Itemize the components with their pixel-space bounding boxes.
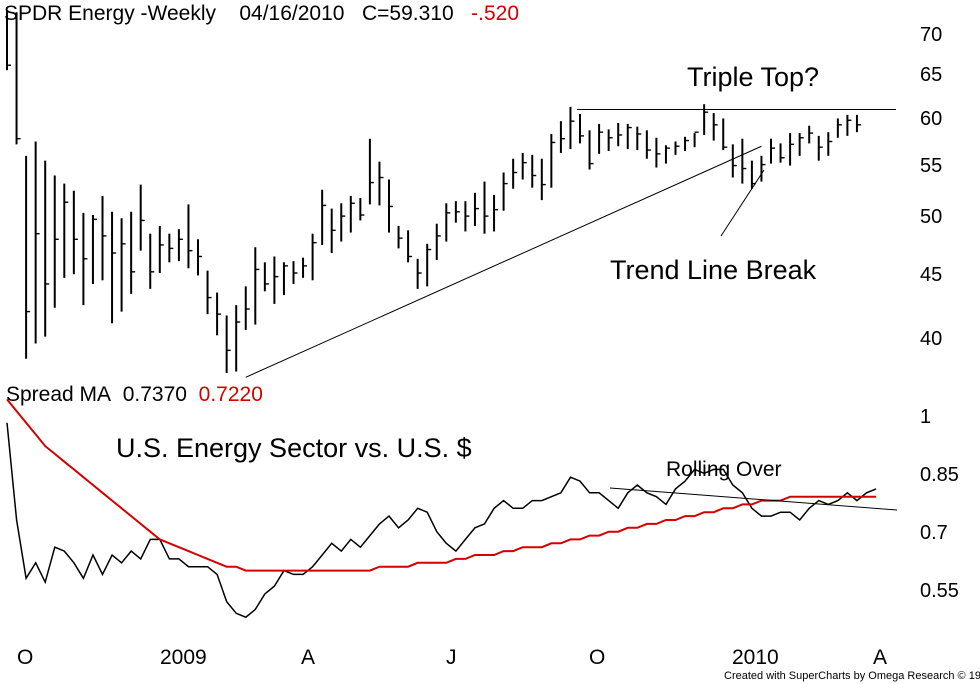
- price-panel-change: -.520: [471, 2, 520, 25]
- price-panel-close: C=59.310: [361, 2, 454, 25]
- x-tick-label: A: [873, 646, 888, 669]
- spread-panel-title: Spread MA: [6, 383, 112, 406]
- price-panel-title-line: SPDR Energy -Weekly 04/16/2010 C=59.310 …: [4, 2, 519, 26]
- credit-text: Created with SuperCharts by Omega Resear…: [724, 670, 980, 682]
- spread-panel-ma-value: 0.7220: [198, 383, 263, 406]
- price-panel-date: 04/16/2010: [239, 2, 345, 25]
- spread-panel-title-line: Spread MA 0.7370 0.7220: [6, 383, 263, 407]
- rolling-over-annotation: Rolling Over: [666, 458, 782, 481]
- ratio-title-annotation: U.S. Energy Sector vs. U.S. $: [116, 433, 472, 463]
- y-tick-label: 70: [920, 24, 943, 46]
- y-tick-label: 0.7: [920, 522, 948, 544]
- y-tick-label: 65: [920, 64, 943, 86]
- y-tick-label: 50: [920, 206, 943, 228]
- ma-series-line: [6, 398, 877, 572]
- rolling-over-line: [609, 487, 898, 511]
- triple-top-annotation: Triple Top?: [687, 62, 820, 92]
- spread-panel-value: 0.7370: [122, 383, 187, 406]
- y-tick-label: 55: [920, 155, 943, 177]
- x-tick-label: J: [446, 646, 457, 669]
- trend-break-annotation: Trend Line Break: [610, 255, 817, 285]
- x-tick-label: A: [301, 646, 316, 669]
- y-tick-label: 60: [920, 108, 943, 130]
- x-tick-label: O: [589, 646, 606, 669]
- trend-line: [245, 145, 762, 378]
- y-tick-label: 0.85: [920, 464, 959, 486]
- x-tick-label: O: [17, 646, 34, 669]
- price-panel-title: SPDR Energy -Weekly: [4, 2, 217, 25]
- y-tick-label: 0.55: [920, 580, 959, 602]
- spread-series-line: [6, 422, 877, 619]
- x-tick-label: 2010: [732, 646, 779, 669]
- x-tick-label: 2009: [160, 646, 207, 669]
- y-tick-label: 40: [920, 328, 943, 350]
- trend-break-pointer: [720, 169, 765, 237]
- y-tick-label: 1: [920, 406, 932, 428]
- y-tick-label: 45: [920, 264, 943, 286]
